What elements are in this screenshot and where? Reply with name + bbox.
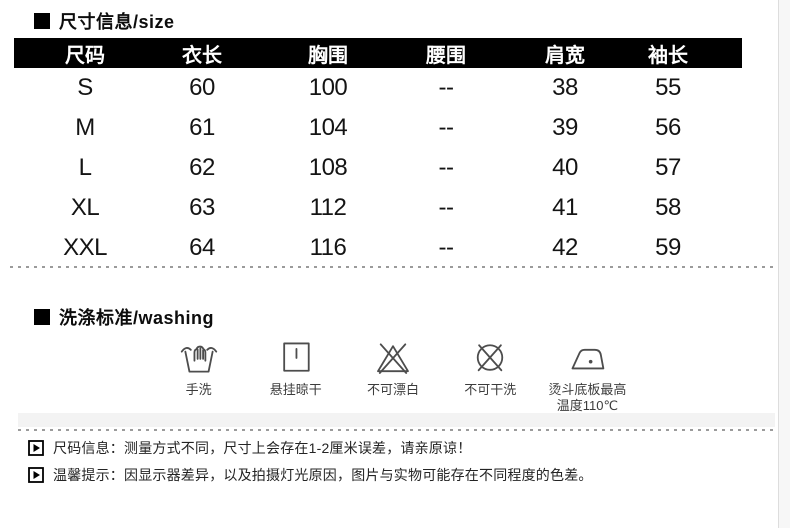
washing-item: 烫斗底板最高 温度110℃ [539, 339, 636, 414]
size-label: XL [70, 194, 100, 221]
washing-section-title: 洗涤标准/washing [59, 308, 215, 328]
waist-value: -- [438, 234, 454, 261]
washing-item-label: 不可干洗 [464, 382, 517, 397]
length-value: 61 [189, 114, 215, 141]
no-bleach-icon [377, 343, 409, 374]
sleeve-value: 59 [655, 234, 681, 261]
bust-value: 108 [308, 154, 348, 181]
bust-value: 112 [309, 194, 347, 221]
bust-value: 100 [308, 74, 348, 101]
length-value: 64 [189, 234, 215, 261]
waist-value: -- [438, 114, 454, 141]
size-label: S [77, 74, 93, 101]
black-square-bullet-icon [34, 309, 50, 325]
size-note-text: 尺码信息：测量方式不同，尺寸上会存在1-2厘米误差，请亲原谅！ [53, 440, 472, 456]
page-right-gutter [778, 0, 790, 528]
play-bullet-icon [28, 440, 44, 456]
black-square-bullet-icon [34, 13, 50, 29]
shoulder-value: 38 [552, 74, 578, 101]
washing-section-header: 洗涤标准/washing [34, 304, 214, 330]
sleeve-value: 55 [655, 74, 681, 101]
separator-band [18, 413, 775, 427]
size-table-header-row: 尺码 衣长 胸围 腰围 肩宽 袖长 [14, 38, 742, 68]
col-header-sleeve: 袖长 [648, 44, 688, 67]
hang-dry-icon [283, 342, 310, 372]
washing-item: 不可漂白 [344, 339, 441, 414]
waist-value: -- [438, 154, 454, 181]
washing-item-label: 不可漂白 [367, 382, 420, 397]
shoulder-value: 39 [552, 114, 578, 141]
washing-item: 不可干洗 [442, 339, 539, 414]
col-header-length: 衣长 [182, 44, 222, 67]
waist-value: -- [438, 194, 454, 221]
shoulder-value: 42 [552, 234, 578, 261]
size-section-header: 尺寸信息/size [34, 8, 175, 34]
size-label: M [75, 114, 95, 141]
bust-value: 104 [308, 114, 348, 141]
table-row: XXL 64 116 -- 42 59 [14, 228, 742, 268]
size-table: 尺码 衣长 胸围 腰围 肩宽 袖长 S 60 100 -- 38 55 M 61… [14, 38, 742, 268]
table-row: S 60 100 -- 38 55 [14, 68, 742, 108]
washing-item: 手洗 [150, 339, 247, 414]
waist-value: -- [438, 74, 454, 101]
col-header-bust: 胸围 [308, 44, 348, 67]
shoulder-value: 41 [552, 194, 578, 221]
washing-item: 悬挂晾干 [247, 339, 344, 414]
dotted-divider [18, 429, 775, 431]
length-value: 63 [189, 194, 215, 221]
table-row: M 61 104 -- 39 56 [14, 108, 742, 148]
washing-item-label: 烫斗底板最高 温度110℃ [548, 382, 626, 414]
length-value: 60 [189, 74, 215, 101]
hand-wash-icon [180, 345, 217, 373]
shoulder-value: 40 [552, 154, 578, 181]
washing-item-label: 手洗 [185, 382, 212, 397]
bust-value: 116 [309, 234, 347, 261]
length-value: 62 [189, 154, 215, 181]
play-bullet-icon [28, 467, 44, 483]
washing-item-label-line2: 温度110℃ [556, 398, 619, 413]
col-header-shoulder: 肩宽 [545, 44, 585, 67]
table-row: XL 63 112 -- 41 58 [14, 188, 742, 228]
sleeve-value: 56 [655, 114, 681, 141]
col-header-waist: 腰围 [426, 44, 466, 67]
size-label: L [78, 154, 92, 181]
sleeve-value: 58 [655, 194, 681, 221]
col-header-size: 尺码 [65, 44, 105, 67]
color-note-row: 温馨提示：因显示器差异，以及拍摄灯光原因，图片与实物可能存在不同程度的色差。 [28, 465, 593, 485]
size-section-title: 尺寸信息/size [59, 12, 175, 32]
iron-max-temp-icon [571, 348, 605, 370]
size-label: XXL [63, 234, 107, 261]
dotted-divider [10, 266, 778, 268]
table-row: L 62 108 -- 40 57 [14, 148, 742, 188]
washing-item-label-line1: 烫斗底板最高 [548, 382, 627, 397]
size-note-row: 尺码信息：测量方式不同，尺寸上会存在1-2厘米误差，请亲原谅！ [28, 438, 471, 458]
color-note-text: 温馨提示：因显示器差异，以及拍摄灯光原因，图片与实物可能存在不同程度的色差。 [53, 467, 593, 483]
washing-symbols-row: 手洗 悬挂晾干 不可漂白 不可干洗 [150, 339, 636, 414]
washing-item-label: 悬挂晾干 [269, 382, 322, 397]
sleeve-value: 57 [655, 154, 681, 181]
no-dry-clean-icon [477, 344, 504, 372]
